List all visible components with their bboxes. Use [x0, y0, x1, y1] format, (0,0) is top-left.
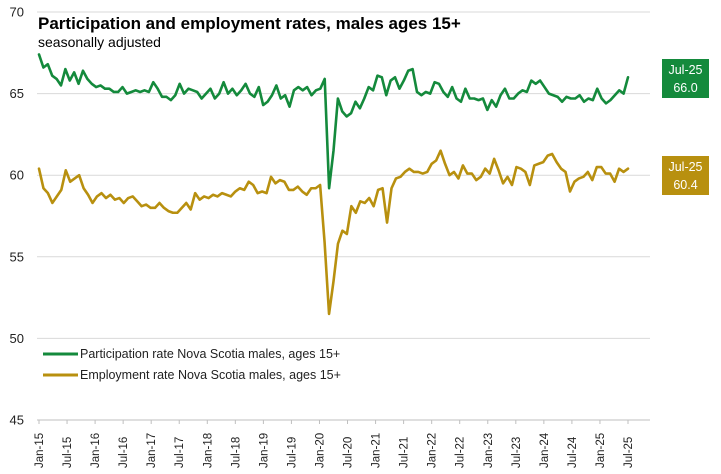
x-tick-label: Jan-20 — [314, 433, 326, 468]
chart-subtitle: seasonally adjusted — [38, 34, 161, 50]
x-tick-label: Jul-17 — [174, 437, 186, 468]
x-tick-label: Jul-23 — [511, 437, 523, 468]
x-tick-label: Jan-17 — [146, 433, 158, 468]
x-tick-label: Jul-19 — [286, 437, 298, 468]
callout-value-participation: 66.0 — [673, 81, 697, 95]
y-tick-label: 45 — [10, 413, 24, 428]
x-axis-ticks: Jan-15 Jul-15 Jan-16 Jul-16 Jan-17 Jul-17 Jan-… — [34, 420, 635, 468]
y-tick-label: 70 — [10, 5, 24, 20]
y-tick-label: 55 — [10, 249, 24, 264]
employment-rate-line — [37, 149, 630, 316]
callout-employment: Jul-25 60.4 — [662, 156, 709, 195]
callout-box-participation — [662, 59, 709, 98]
callout-box-employment — [662, 156, 709, 195]
x-tick-label: Jan-15 — [34, 433, 46, 468]
legend: Participation rate Nova Scotia males, ag… — [43, 347, 341, 382]
x-tick-label: Jul-22 — [455, 437, 467, 468]
x-tick-label: Jan-23 — [483, 433, 495, 468]
x-tick-label: Jul-24 — [567, 436, 579, 468]
y-tick-label: 60 — [10, 168, 24, 183]
x-tick-label: Jan-22 — [427, 433, 439, 468]
y-tick-label: 65 — [10, 86, 24, 101]
callout-date-employment: Jul-25 — [668, 160, 702, 174]
callout-value-employment: 60.4 — [673, 178, 697, 192]
x-tick-label: Jul-20 — [343, 437, 355, 468]
x-tick-label: Jan-19 — [258, 433, 270, 468]
participation-rate-line — [37, 53, 630, 190]
y-axis-ticks: 45 50 55 60 65 70 — [10, 5, 24, 428]
legend-label-employment: Employment rate Nova Scotia males, ages … — [80, 368, 341, 382]
x-tick-label: Jan-25 — [595, 433, 607, 468]
x-tick-label: Jul-21 — [399, 437, 411, 468]
x-tick-label: Jan-18 — [202, 433, 214, 468]
y-tick-label: 50 — [10, 331, 24, 346]
callout-participation: Jul-25 66.0 — [662, 59, 709, 98]
x-tick-label: Jan-16 — [90, 433, 102, 468]
x-tick-label: Jul-16 — [118, 437, 130, 468]
x-tick-label: Jan-21 — [371, 433, 383, 468]
x-tick-label: Jul-25 — [623, 437, 635, 468]
x-tick-label: Jul-15 — [62, 437, 74, 468]
chart-title: Participation and employment rates, male… — [38, 14, 461, 33]
callout-date-participation: Jul-25 — [668, 63, 702, 77]
x-tick-label: Jan-24 — [539, 432, 551, 468]
x-tick-label: Jul-18 — [230, 437, 242, 468]
legend-label-participation: Participation rate Nova Scotia males, ag… — [80, 347, 340, 361]
gridlines — [37, 11, 650, 339]
series-lines — [37, 53, 630, 316]
